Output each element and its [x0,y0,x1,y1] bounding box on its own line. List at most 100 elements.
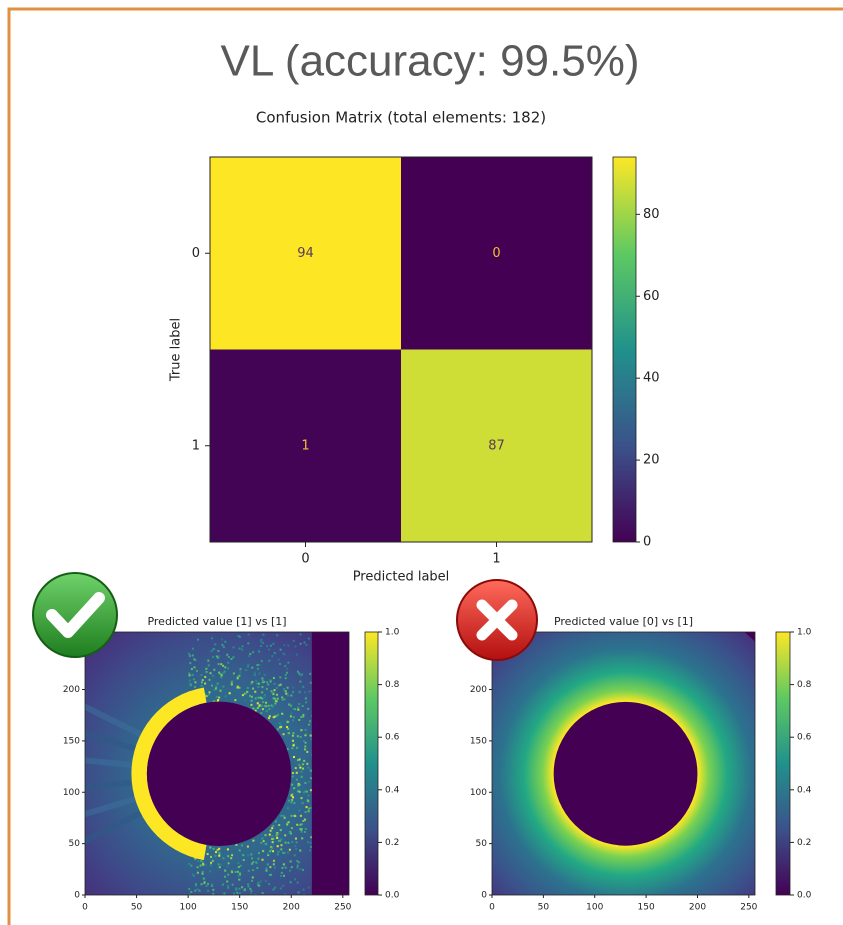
colorbar-tick-label: 0.6 [385,733,400,743]
image-region [300,771,302,773]
image-region [287,721,289,723]
slide: VL (accuracy: 99.5%) Confusion Matrix (t… [0,0,843,925]
image-region [237,871,239,873]
image-region [218,853,220,855]
image-region [227,885,229,887]
image-region [303,642,305,644]
image-region [296,866,298,868]
image-region [292,686,294,688]
image-region [276,687,278,689]
image-region [259,664,261,666]
image-region [309,720,311,722]
image-region [269,715,271,717]
colorbar [613,157,636,542]
image-region [299,767,301,769]
image-region [274,652,276,654]
image-region [305,828,307,830]
image-region [279,676,281,678]
image-region [238,635,240,637]
image-region [267,863,269,865]
image-region [292,772,294,774]
image-region [303,760,305,762]
image-region [205,864,207,866]
image-region [209,847,211,849]
image-region [238,866,240,868]
image-region [298,810,300,812]
image-region [260,712,262,714]
image-region [239,849,241,851]
image-region [302,869,304,871]
image-region [193,875,195,877]
colorbar-tick-label: 0.8 [385,680,400,690]
image-region [297,671,299,673]
image-region [299,850,301,852]
image-region [231,680,233,682]
image-region [256,862,258,864]
image-region [300,729,302,731]
image-region [306,644,308,646]
image-region [265,702,267,704]
image-region [252,869,254,871]
image-region [252,651,254,653]
image-region [204,676,206,678]
image-region [212,656,214,658]
image-region [277,854,279,856]
image-region [222,673,224,675]
image-region [300,736,302,738]
image-region [304,746,306,748]
image-region [287,807,289,809]
image-region [287,662,289,664]
image-region [301,831,303,833]
image-region [296,747,298,749]
image-region [200,860,202,862]
image-region [286,672,288,674]
image-region [201,685,203,687]
x-tick-label: 0 [301,552,309,567]
image-region [264,674,266,676]
image-region [554,702,698,846]
image-region [215,851,217,853]
image-region [252,707,254,709]
image-region [288,704,290,706]
image-region [196,888,198,890]
image-region [217,683,219,685]
image-region [298,789,300,791]
image-region [191,668,193,670]
image-region [292,732,294,734]
image-region [273,863,275,865]
image-region [268,883,270,885]
y-tick-label: 100 [470,788,487,798]
image-region [280,829,282,831]
image-region [287,851,289,853]
image-region [257,664,259,666]
image-region [304,691,306,693]
image-region [290,881,292,883]
image-region [305,729,307,731]
image-region [288,732,290,734]
image-region [195,885,197,887]
image-region [221,644,223,646]
x-tick-label: 250 [740,903,757,913]
image-region [251,682,253,684]
image-region [306,806,308,808]
image-region [274,689,276,691]
image-region [271,835,273,837]
image-region [257,697,259,699]
image-region [296,824,298,826]
image-region [233,892,235,894]
image-region [298,891,300,893]
image-region [214,855,216,857]
image-region [228,656,230,658]
image-region [192,654,194,656]
image-region [251,700,253,702]
image-region [254,691,256,693]
image-region [262,634,264,636]
image-region [249,695,251,697]
image-region [231,870,233,872]
image-region [237,862,239,864]
image-region [258,885,260,887]
image-region [218,863,220,865]
image-region [257,707,259,709]
image-region [279,726,281,728]
image-region [304,782,306,784]
